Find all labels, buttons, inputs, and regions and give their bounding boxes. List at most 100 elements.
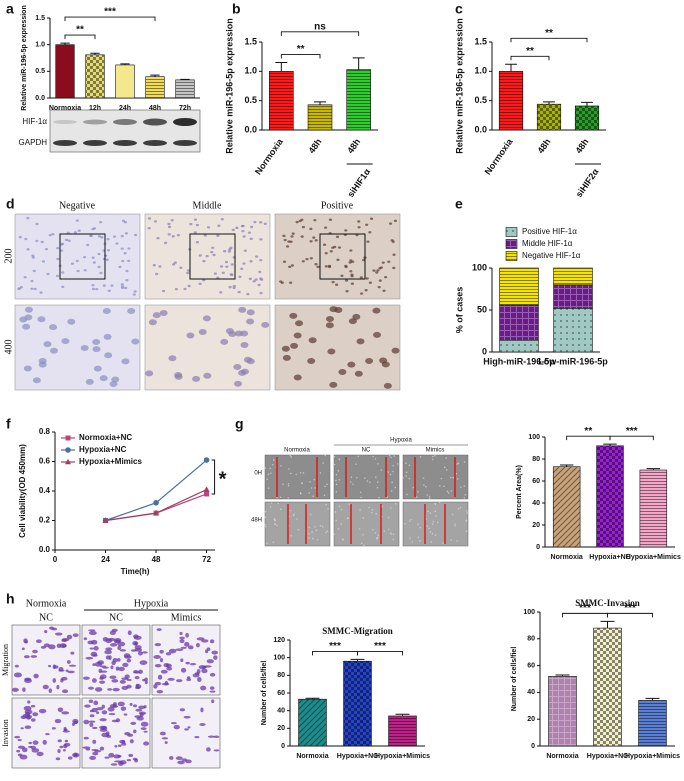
- cell-nucleus: [241, 229, 245, 233]
- cell-speck: [338, 479, 341, 481]
- cell-nucleus: [364, 289, 368, 292]
- stained-cell: [111, 679, 119, 683]
- cell-speck: [435, 515, 437, 517]
- cell-speck: [302, 472, 305, 474]
- cell-nucleus: [176, 233, 180, 237]
- cell-speck: [362, 533, 364, 536]
- cell-speck: [288, 468, 290, 470]
- cell-speck: [466, 512, 469, 514]
- stained-cell: [14, 735, 21, 739]
- stained-cell: [113, 754, 121, 759]
- cell-speck: [368, 506, 370, 509]
- cell-speck: [357, 455, 360, 458]
- stained-cell: [88, 699, 94, 703]
- y-tick-label: 0.2: [39, 516, 51, 525]
- y-tick-label: 1.5: [35, 15, 45, 22]
- stained-cell: [96, 711, 100, 715]
- cell-nucleus: [369, 217, 374, 220]
- stained-cell: [62, 689, 69, 694]
- cell-speck: [431, 523, 434, 525]
- cell-nucleus: [211, 246, 215, 249]
- x-tick-label: Hypoxia+NC: [589, 554, 630, 561]
- stained-cell: [99, 674, 107, 680]
- scratch-image: [402, 454, 469, 500]
- stained-cell: [176, 679, 183, 683]
- cell-speck: [376, 486, 379, 489]
- data-point: [204, 491, 210, 497]
- stained-cell: [137, 651, 143, 656]
- cell-nucleus: [252, 280, 256, 283]
- cell-nucleus: [102, 284, 106, 287]
- stained-cell: [59, 745, 64, 749]
- y-tick-label: 0.5: [35, 68, 45, 75]
- stained-cell: [170, 721, 177, 725]
- cell-nucleus: [118, 265, 122, 269]
- cell-nucleus: [228, 330, 237, 337]
- stained-cell: [133, 729, 137, 734]
- cell-speck: [391, 481, 393, 484]
- cell-nucleus: [19, 286, 24, 289]
- cell-speck: [308, 492, 311, 494]
- cell-nucleus: [217, 224, 221, 227]
- cell-nucleus: [350, 274, 354, 278]
- error-bar: [180, 78, 190, 80]
- cell-speck: [326, 530, 329, 533]
- y-tick-label: 0.6: [39, 457, 51, 466]
- cell-speck: [383, 530, 386, 532]
- error-bar: [90, 52, 100, 55]
- cell-nucleus: [359, 276, 363, 279]
- stained-cell: [141, 651, 148, 654]
- cell-nucleus: [216, 234, 220, 238]
- cell-nucleus: [344, 229, 348, 232]
- bar: [55, 44, 75, 99]
- cell-speck: [465, 530, 468, 533]
- cell-speck: [350, 476, 353, 478]
- bar: [548, 676, 577, 747]
- bar: [498, 71, 524, 131]
- cell-speck: [381, 505, 383, 508]
- stained-cell: [20, 727, 24, 730]
- cell-speck: [426, 494, 428, 496]
- cell-nucleus: [368, 281, 372, 284]
- cell-nucleus: [387, 260, 391, 263]
- cell-nucleus: [224, 260, 229, 264]
- cell-nucleus: [357, 220, 361, 223]
- significance-label: **: [545, 28, 553, 39]
- cell-speck: [349, 481, 352, 483]
- error-bar: [543, 101, 555, 105]
- cell-speck: [348, 503, 351, 505]
- significance-label: **: [526, 46, 534, 57]
- stained-cell: [185, 661, 190, 665]
- cell-nucleus: [220, 218, 224, 221]
- bar: [85, 54, 105, 99]
- stained-cell: [88, 630, 97, 636]
- y-tick-label: 60: [532, 478, 540, 485]
- y-tick-label: 0.0: [474, 124, 487, 134]
- cell-speck: [309, 513, 312, 516]
- stained-cell: [45, 733, 50, 736]
- y-tick-label: 60: [527, 662, 535, 669]
- panel-label: h: [6, 591, 15, 607]
- cell-speck: [299, 471, 302, 474]
- y-tick-label: 0.5: [244, 95, 257, 105]
- cell-nucleus: [99, 375, 108, 382]
- cell-nucleus: [234, 380, 243, 387]
- stained-cell: [23, 638, 28, 644]
- legend-swatch: [505, 239, 518, 249]
- x-tick-label: Normoxia: [551, 554, 583, 561]
- cell-nucleus: [366, 240, 370, 243]
- stained-cell: [91, 639, 98, 645]
- cell-nucleus: [325, 316, 334, 323]
- stained-cell: [72, 633, 79, 638]
- legend-marker: [65, 458, 71, 465]
- stained-cell: [89, 722, 94, 727]
- cell-nucleus: [391, 347, 400, 354]
- cell-speck: [266, 478, 268, 481]
- cell-nucleus: [64, 238, 69, 242]
- panel-label: d: [6, 196, 15, 212]
- cell-nucleus: [125, 278, 129, 282]
- cell-nucleus: [75, 219, 79, 222]
- cell-speck: [315, 529, 318, 532]
- stained-cell: [64, 739, 69, 743]
- cell-nucleus: [331, 280, 335, 284]
